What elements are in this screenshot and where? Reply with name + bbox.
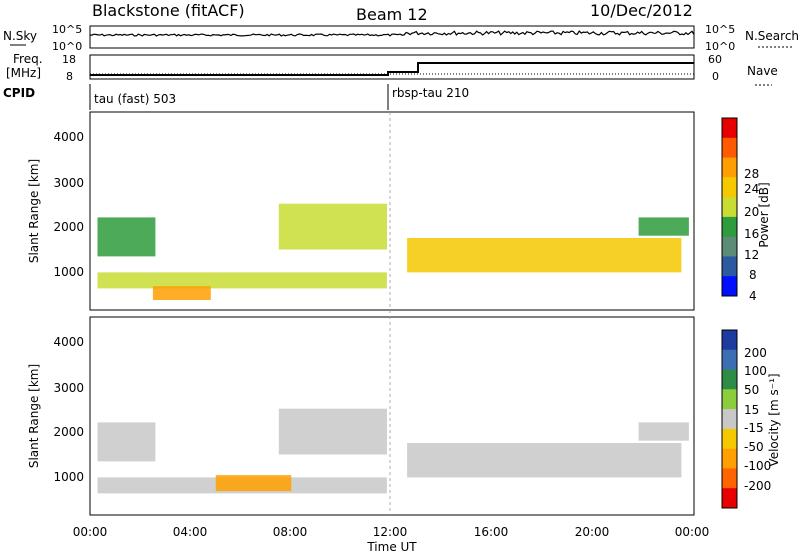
vel-cbar-swatch bbox=[722, 488, 737, 509]
freq-panel-frame bbox=[89, 54, 695, 80]
power-cbar-swatch bbox=[722, 137, 737, 159]
velocity-panel bbox=[89, 316, 695, 516]
vel-cbar-swatch bbox=[722, 409, 737, 430]
x-tick-0400: 04:00 bbox=[173, 525, 208, 539]
power-scatter-band bbox=[152, 286, 211, 300]
power-cbar-swatch bbox=[722, 276, 737, 297]
nave-tick-bottom: 0 bbox=[712, 70, 719, 83]
vel-cbar-swatch bbox=[722, 448, 737, 469]
velocity-y-tick-1000: 1000 bbox=[53, 470, 84, 484]
power-scatter-band bbox=[407, 238, 682, 273]
vel-cbar-swatch bbox=[722, 428, 737, 450]
x-tick-0800: 08:00 bbox=[273, 525, 308, 539]
nave-tick-top: 60 bbox=[708, 53, 722, 66]
nsky-trace bbox=[89, 30, 695, 37]
power-cbar-swatch bbox=[722, 157, 737, 178]
power-plot-frame bbox=[89, 111, 695, 311]
nsky-panel-frame bbox=[89, 25, 695, 49]
power-y-tick-2000: 2000 bbox=[53, 220, 84, 234]
velocity-y-tick-4000: 4000 bbox=[53, 335, 84, 349]
nave-label: Nave bbox=[747, 64, 778, 78]
power-colorbar bbox=[722, 118, 737, 297]
vel-cbar-tick-minus100: -100 bbox=[744, 459, 771, 473]
nsearch-label: N.Search bbox=[745, 29, 799, 43]
freq-tick-top: 18 bbox=[62, 53, 76, 66]
velocity-y-tick-2000: 2000 bbox=[53, 425, 84, 439]
power-colorbar-label: Power [dB] bbox=[757, 182, 771, 247]
power-cbar-swatch bbox=[722, 177, 737, 198]
vel-cbar-tick-minus50: -50 bbox=[744, 440, 764, 454]
velocity-plot-frame bbox=[89, 316, 695, 516]
power-cbar-swatch bbox=[722, 118, 737, 139]
velocity-scatter-band bbox=[638, 422, 689, 441]
velocity-scatter-band bbox=[278, 408, 387, 455]
power-cbar-tick-12: 12 bbox=[744, 248, 759, 262]
freq-label-2: [MHz] bbox=[6, 66, 41, 80]
velocity-y-tick-3000: 3000 bbox=[53, 381, 84, 395]
freq-tick-bottom: 8 bbox=[66, 70, 73, 83]
vel-cbar-tick-100: 100 bbox=[744, 364, 767, 378]
freq-trace bbox=[90, 62, 694, 76]
cpid-program-1: tau (fast) 503 bbox=[94, 92, 176, 106]
power-cbar-swatch bbox=[722, 236, 737, 257]
velocity-colorbar-label: Velocity [m s⁻¹] bbox=[767, 373, 781, 466]
power-cbar-tick-16: 16 bbox=[744, 227, 759, 241]
velocity-colorbar bbox=[722, 330, 737, 509]
power-cbar-tick-8: 8 bbox=[749, 268, 757, 282]
velocity-scatter-band bbox=[97, 422, 156, 462]
power-scatter-band bbox=[97, 272, 387, 289]
vel-cbar-swatch bbox=[722, 468, 737, 489]
vel-cbar-swatch bbox=[722, 349, 737, 371]
x-axis-label: Time UT bbox=[366, 540, 417, 554]
power-cbar-tick-4: 4 bbox=[749, 289, 757, 303]
beam-title: Beam 12 bbox=[356, 5, 428, 24]
power-cbar-swatch bbox=[722, 256, 737, 277]
power-cbar-tick-24: 24 bbox=[744, 182, 759, 196]
nsky-tick-bottom: 10^0 bbox=[52, 40, 82, 53]
nsky-label: N.Sky bbox=[3, 29, 37, 43]
x-tick-0000: 00:00 bbox=[73, 525, 108, 539]
cpid-label: CPID bbox=[3, 86, 35, 100]
power-scatter-band bbox=[278, 203, 387, 250]
power-cbar-tick-28: 28 bbox=[744, 167, 759, 181]
x-tick-1200: 12:00 bbox=[373, 525, 408, 539]
power-cbar-swatch bbox=[722, 197, 737, 218]
x-tick-1600: 16:00 bbox=[474, 525, 509, 539]
power-scatter-band bbox=[638, 217, 689, 236]
power-cbar-swatch bbox=[722, 216, 737, 238]
vel-cbar-tick-15: 15 bbox=[744, 403, 759, 417]
power-cbar-tick-20: 20 bbox=[744, 205, 759, 219]
vel-cbar-swatch bbox=[722, 330, 737, 351]
power-y-tick-4000: 4000 bbox=[53, 130, 84, 144]
freq-label-1: Freq. bbox=[13, 52, 43, 66]
x-tick-2400: 00:00 bbox=[675, 525, 710, 539]
nsearch-tick-top: 10^5 bbox=[705, 23, 735, 36]
cpid-program-2: rbsp-tau 210 bbox=[392, 86, 469, 100]
vel-cbar-swatch bbox=[722, 369, 737, 390]
power-y-tick-3000: 3000 bbox=[53, 176, 84, 190]
velocity-y-label: Slant Range [km] bbox=[27, 364, 41, 468]
station-title: Blackstone (fitACF) bbox=[92, 1, 245, 20]
vel-cbar-tick-50: 50 bbox=[744, 383, 759, 397]
vel-cbar-swatch bbox=[722, 389, 737, 410]
date-title: 10/Dec/2012 bbox=[590, 1, 693, 20]
power-panel bbox=[89, 111, 695, 311]
nsky-tick-top: 10^5 bbox=[52, 23, 82, 36]
power-y-tick-1000: 1000 bbox=[53, 265, 84, 279]
vel-cbar-tick-minus200: -200 bbox=[744, 479, 771, 493]
nsearch-tick-bottom: 10^0 bbox=[705, 40, 735, 53]
power-y-label: Slant Range [km] bbox=[27, 159, 41, 263]
power-scatter-band bbox=[97, 217, 156, 257]
power-colorbar-frame bbox=[721, 117, 738, 297]
x-tick-2000: 20:00 bbox=[575, 525, 610, 539]
velocity-scatter-band bbox=[407, 443, 682, 478]
velocity-colorbar-frame bbox=[721, 329, 738, 509]
vel-cbar-tick-200: 200 bbox=[744, 346, 767, 360]
velocity-scatter-band bbox=[215, 475, 292, 492]
vel-cbar-tick-minus15: -15 bbox=[744, 421, 764, 435]
